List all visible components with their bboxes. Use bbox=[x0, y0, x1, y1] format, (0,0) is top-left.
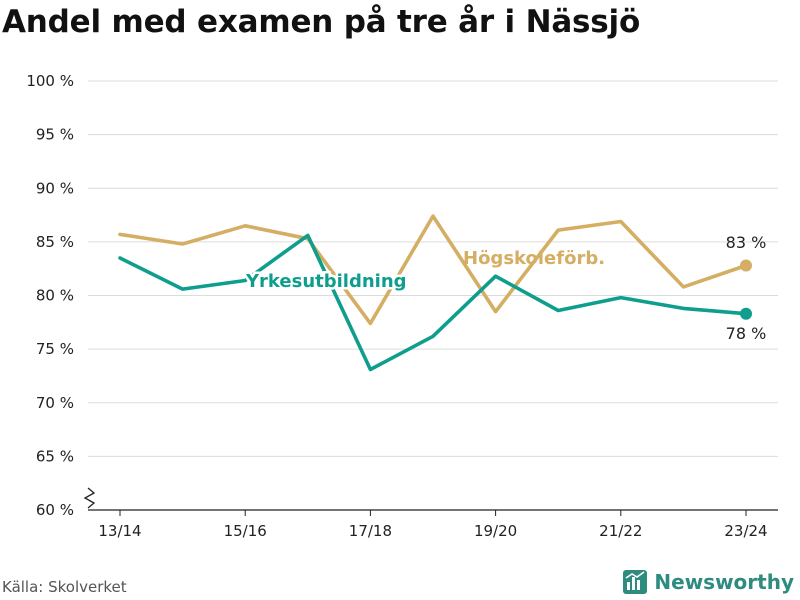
y-tick-label: 100 % bbox=[26, 72, 74, 90]
y-axis-ticks: 60 % 65 % 70 % 75 % 80 % 85 % 90 % 95 % 100 % bbox=[26, 72, 74, 519]
y-tick-label: 60 % bbox=[36, 501, 74, 519]
grid-lines bbox=[88, 80, 778, 457]
source-note: Källa: Skolverket bbox=[2, 578, 127, 596]
y-tick-label: 65 % bbox=[36, 447, 74, 465]
x-tick-label: 19/20 bbox=[474, 522, 517, 540]
y-tick-label: 95 % bbox=[36, 126, 74, 144]
series-line-yrkes bbox=[118, 233, 748, 372]
y-tick-label: 85 % bbox=[36, 233, 74, 251]
y-tick-label: 70 % bbox=[36, 394, 74, 412]
y-tick-label: 75 % bbox=[36, 340, 74, 358]
series-layer bbox=[118, 214, 752, 372]
brand-name: Newsworthy bbox=[654, 570, 794, 594]
series-label-yrkes: Yrkesutbildning bbox=[245, 271, 407, 292]
series-end-point bbox=[740, 307, 752, 320]
x-tick-label: 21/22 bbox=[599, 522, 642, 540]
bar-chart-icon bbox=[623, 570, 648, 594]
y-tick-label: 80 % bbox=[36, 287, 74, 305]
end-label-hogskole: 83 % bbox=[726, 233, 767, 252]
series-labels: Högskoleförb. Yrkesutbildning 83 % 78 % bbox=[243, 233, 767, 343]
x-tick-label: 23/24 bbox=[724, 522, 767, 540]
series-end-point bbox=[740, 259, 752, 272]
chart-title: Andel med examen på tre år i Nässjö bbox=[2, 4, 641, 40]
y-tick-label: 90 % bbox=[36, 179, 74, 197]
x-axis: 13/14 15/16 17/18 19/20 21/22 23/24 bbox=[83, 487, 778, 540]
series-line-hogskole bbox=[118, 214, 748, 326]
x-tick-label: 13/14 bbox=[98, 522, 141, 540]
brand-logo: Newsworthy bbox=[622, 569, 794, 595]
x-tick-label: 17/18 bbox=[349, 522, 392, 540]
end-label-yrkes: 78 % bbox=[726, 324, 767, 343]
series-label-hogskole: Högskoleförb. bbox=[463, 248, 605, 269]
x-tick-label: 15/16 bbox=[224, 522, 267, 540]
axis-break-mark bbox=[83, 487, 96, 509]
